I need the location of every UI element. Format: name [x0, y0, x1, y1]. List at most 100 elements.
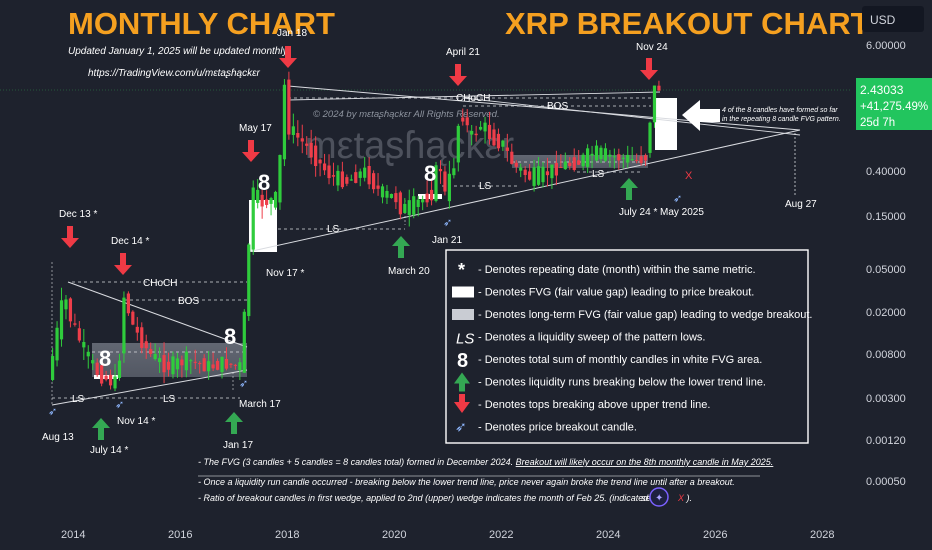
green-arrow-head: [620, 178, 638, 188]
legend-fvg-white: [452, 286, 474, 298]
candle-body: [389, 193, 394, 198]
candle-body: [336, 170, 340, 186]
candle-body: [131, 311, 135, 325]
currency-button[interactable]: [862, 6, 924, 32]
green-arrow-shaft: [231, 420, 237, 434]
time-tick-label: 2028: [810, 529, 834, 541]
candle-body: [603, 148, 608, 161]
candle-body: [586, 148, 590, 167]
candle-body: [82, 342, 86, 348]
green-arrow-head: [92, 418, 110, 428]
candle-body: [73, 323, 77, 325]
candle-body: [505, 147, 509, 151]
lower-trendline-2: [247, 129, 801, 253]
note-rocket-circle: [649, 487, 669, 507]
candle-body: [532, 167, 536, 186]
red-arrow-head: [449, 76, 467, 86]
candle-body: [202, 358, 206, 372]
label-may2025: May 2025: [660, 207, 704, 218]
price-tick-label: 0.00300: [866, 393, 906, 405]
label-jan21: Jan 21: [432, 235, 462, 246]
legend-item: - Denotes FVG (fair value gap) leading t…: [452, 286, 754, 299]
candle-body: [193, 361, 197, 363]
label-eight-2: 8: [224, 324, 236, 349]
price-tick-label: 0.15000: [866, 211, 906, 223]
label-nov24: Nov 24: [636, 42, 668, 53]
legend: * - Denotes repeating date (month) within…: [445, 249, 812, 444]
profile-url[interactable]: https://TradingView.com/u/mεtaʂɦąckεr: [88, 68, 260, 79]
green-arrow-shaft: [398, 244, 404, 258]
fvg-2024-box: [655, 98, 677, 150]
candle-body: [117, 360, 122, 379]
upper-trendline-2: [287, 85, 801, 131]
time-tick-label: 2026: [703, 529, 727, 541]
label-ls-5: LS: [592, 169, 605, 180]
watermark-name: mεtaʂɦąckεr: [305, 125, 514, 167]
candle-body: [135, 326, 139, 333]
red-arrow-head: [640, 70, 658, 80]
note-line3-gap: se: [641, 493, 651, 503]
candle-body: [229, 363, 233, 365]
candle-body: [91, 360, 95, 364]
red-arrow-head: [279, 58, 297, 68]
time-axis[interactable]: [0, 520, 850, 550]
candle-body: [559, 167, 563, 169]
candle-body: [296, 132, 300, 138]
candle-body: [621, 157, 625, 159]
candle-body: [447, 173, 451, 202]
candle-body: [501, 140, 505, 147]
time-tick-label: 2018: [275, 529, 299, 541]
candle-body: [434, 165, 438, 201]
candle-body: [55, 327, 59, 361]
time-tick-label: 2020: [382, 529, 406, 541]
label-march20: March 20: [388, 266, 430, 277]
candle-body: [545, 171, 550, 176]
red-arrow-shaft: [248, 140, 254, 154]
currency-label[interactable]: USD: [870, 13, 896, 27]
legend-item: - Denotes long-term FVG (fair value gap)…: [452, 309, 812, 321]
label-nov17: Nov 17 *: [266, 268, 304, 279]
time-tick-label: 2024: [596, 529, 620, 541]
candle-body: [403, 203, 407, 213]
countdown: 25d 7h: [860, 117, 895, 129]
note-line2: - Once a liquidity run candle occurred -…: [198, 477, 735, 487]
candle-body: [514, 162, 518, 167]
candle-body: [492, 129, 496, 146]
upper-trendline-2c: [462, 97, 801, 136]
label-nov14: Nov 14 *: [117, 416, 155, 427]
candle-body: [465, 117, 469, 126]
candle-body: [233, 364, 237, 366]
legend-ls: LS: [456, 331, 474, 348]
note-line3: - Ratio of breakout candles in first wed…: [198, 493, 649, 503]
candle-body: [385, 190, 389, 198]
candle-body: [594, 145, 599, 161]
candle-body: [438, 168, 443, 172]
candle-body: [126, 293, 130, 314]
red-arrow-head: [242, 152, 260, 162]
fvg-note-line1: 4 of the 8 candles have formed so far: [722, 107, 838, 114]
legend-fvg-gray: [452, 309, 474, 320]
candle-body: [175, 358, 180, 370]
label-jan18: Jan 18: [277, 28, 307, 39]
label-dec13: Dec 13 *: [59, 209, 97, 220]
candle-body: [367, 166, 371, 185]
candle-body: [269, 198, 273, 204]
rocket-icon: ➶: [239, 378, 248, 390]
legend-item: * - Denotes repeating date (month) within…: [458, 260, 756, 280]
candle-body: [617, 154, 621, 161]
label-july24: July 24 *: [619, 207, 657, 218]
candle-body: [425, 193, 429, 203]
candle-body: [416, 199, 420, 208]
price-tick-label: 0.00050: [866, 476, 906, 488]
candle-body: [86, 351, 90, 357]
candle-body: [398, 192, 402, 215]
label-jan17: Jan 17: [223, 440, 253, 451]
candle-body: [510, 151, 514, 164]
fvg-note-line2: in the repeating 8 candle FVG pattern.: [722, 116, 841, 123]
candle-body: [568, 162, 572, 167]
candle-body: [652, 85, 657, 123]
price-tick-label: 0.00120: [866, 435, 906, 447]
candle-body: [291, 126, 295, 136]
candle-body: [577, 160, 581, 165]
